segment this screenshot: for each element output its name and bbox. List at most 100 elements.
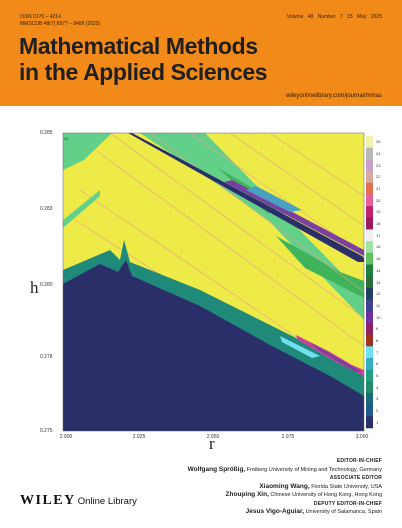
colorbar-label: 22	[376, 174, 381, 180]
issn-block: ISSN 0170 – 4214 MMSCDB 48(7) 8977 – 848…	[20, 14, 100, 27]
colorbar-swatch	[366, 392, 373, 405]
volume: Volume 48	[286, 14, 314, 20]
colorbar-swatch	[366, 299, 373, 312]
coden-line: MMSCDB 48(7) 8977 – 8486 (2025)	[20, 20, 101, 27]
colorbar-swatch	[366, 252, 373, 265]
colorbar-label: 17	[376, 232, 381, 238]
editor-name: Wolfgang Sprößig,	[187, 465, 246, 473]
issn-line: ISSN 0170 – 4214	[20, 14, 61, 20]
online-library-text: Online Library	[77, 496, 137, 507]
colorbar-label: 7	[376, 349, 379, 355]
x-tick-label: 2.950	[206, 434, 220, 440]
colorbar-swatch	[366, 311, 373, 324]
editor-entry: Zhouping Xin, Chinese University of Hong…	[52, 491, 382, 500]
wiley-logo: WILEY Online Library	[20, 493, 137, 509]
x-axis-label: r	[209, 434, 215, 453]
colorbar-label: 1	[376, 419, 379, 425]
editor-role: EDITOR-IN-CHIEF	[336, 458, 382, 464]
editor-affiliation: Freiberg University of Mining and Techno…	[246, 466, 382, 473]
colorbar-swatch	[366, 206, 373, 219]
colorbar-label: 15	[376, 256, 381, 262]
colorbar-label: 13	[376, 279, 381, 285]
x-tick-label: 3.000	[355, 434, 369, 440]
editor-role: DEPUTY EDITOR-IN-CHIEF	[313, 500, 382, 507]
colorbar-label: 5	[376, 372, 379, 378]
y-tick-label: 0.280	[40, 282, 53, 288]
editor-entry: Wolfgang Sprößig, Freiberg University of…	[52, 466, 382, 475]
colorbar-swatch	[366, 171, 373, 184]
colorbar-swatch	[366, 136, 373, 148]
colorbar-label: 14	[376, 267, 381, 273]
colorbar-label: 18	[376, 221, 381, 227]
colorbar-swatch	[366, 287, 373, 300]
colorbar-label: 4	[376, 384, 379, 390]
x-tick-label: 2.925	[132, 434, 146, 440]
colorbar-label: 12	[376, 291, 381, 297]
colorbar-swatch	[366, 182, 373, 195]
colorbar-swatch	[366, 229, 373, 242]
colorbar-swatch	[366, 264, 373, 277]
colorbar-label: 11	[376, 302, 381, 308]
colorbar-swatch	[366, 334, 373, 347]
journal-url: wileyonlinelibrary.com/journal/mmas	[286, 93, 382, 99]
colorbar-swatch	[366, 404, 373, 417]
y-tick-label: 0.278	[40, 354, 53, 360]
y-axis-label: h	[30, 278, 39, 297]
plot-area	[63, 133, 364, 431]
lower-region	[63, 260, 364, 431]
colorbar-label: 19	[376, 209, 381, 215]
editor-affiliation: University of Salamanca, Spain	[305, 509, 382, 515]
colorbar-swatch	[366, 241, 373, 254]
title-line-1: Mathematical Methods	[19, 33, 258, 59]
colorbar-label: 24	[376, 151, 381, 157]
colorbar-swatch	[366, 194, 373, 207]
editor-name: Xiaoming Wang,	[259, 482, 310, 490]
number: Number 7	[317, 14, 343, 20]
colorbar-label: 16	[376, 244, 381, 250]
colorbar-swatch	[366, 357, 373, 370]
editor-affiliation: Chinese University of Hong Kong, Hong Ko…	[270, 492, 382, 498]
editor-entry: Xiaoming Wang, Florida State University,…	[52, 483, 382, 492]
plot-annotation: 24	[64, 136, 69, 141]
colorbar-label: 21	[376, 186, 381, 192]
editor-name: Jesus Vigo-Aguiar,	[245, 508, 305, 515]
colorbar-label: 25	[376, 139, 381, 145]
colorbar-swatch	[366, 147, 373, 160]
plot-frame	[62, 132, 365, 432]
colorbar-swatch	[366, 217, 373, 230]
y-tick-label: 0.283	[40, 206, 53, 212]
editor-entry: Jesus Vigo-Aguiar, University of Salaman…	[52, 508, 382, 517]
colorbar-label: 20	[376, 197, 381, 203]
colorbar-label: 8	[376, 337, 379, 343]
wiley-wordmark: WILEY	[20, 493, 76, 508]
colorbar-swatch	[366, 322, 373, 335]
colorbar-label: 3	[376, 396, 379, 402]
editor-name: Zhouping Xin,	[225, 491, 269, 498]
title-line-2: in the Applied Sciences	[19, 59, 268, 85]
colorbar-swatch	[366, 416, 373, 429]
issue-date: 15 May 2025	[347, 14, 382, 20]
colorbar-label: 6	[376, 361, 379, 367]
journal-header: ISSN 0170 – 4214 MMSCDB 48(7) 8977 – 848…	[0, 0, 402, 106]
colorbar-label: 2	[376, 407, 379, 413]
x-tick-label: 2.975	[281, 434, 295, 440]
colorbar-label: 10	[376, 314, 381, 320]
purple-stripe	[224, 180, 364, 256]
x-tick-label: 2.900	[59, 434, 73, 440]
colorbar-swatch	[366, 346, 373, 359]
y-tick-label: 0.285	[40, 130, 53, 136]
editor-role: ASSOCIATE EDITOR	[329, 475, 382, 481]
y-tick-label: 0.275	[40, 428, 53, 434]
colorbar	[366, 136, 373, 429]
editorial-board: EDITOR-IN-CHIEF Wolfgang Sprößig, Freibe…	[52, 457, 382, 517]
colorbar-label: 9	[376, 326, 379, 332]
editor-affiliation: Florida State University, USA	[311, 483, 382, 490]
journal-title: Mathematical Methods in the Applied Scie…	[19, 33, 389, 85]
colorbar-swatch	[366, 369, 373, 382]
colorbar-label: 23	[376, 162, 381, 168]
corner-green	[63, 133, 112, 170]
colorbar-swatch	[366, 159, 373, 172]
cover-figure	[0, 106, 402, 436]
colorbar-swatch	[366, 381, 373, 394]
colorbar-swatch	[366, 276, 373, 289]
